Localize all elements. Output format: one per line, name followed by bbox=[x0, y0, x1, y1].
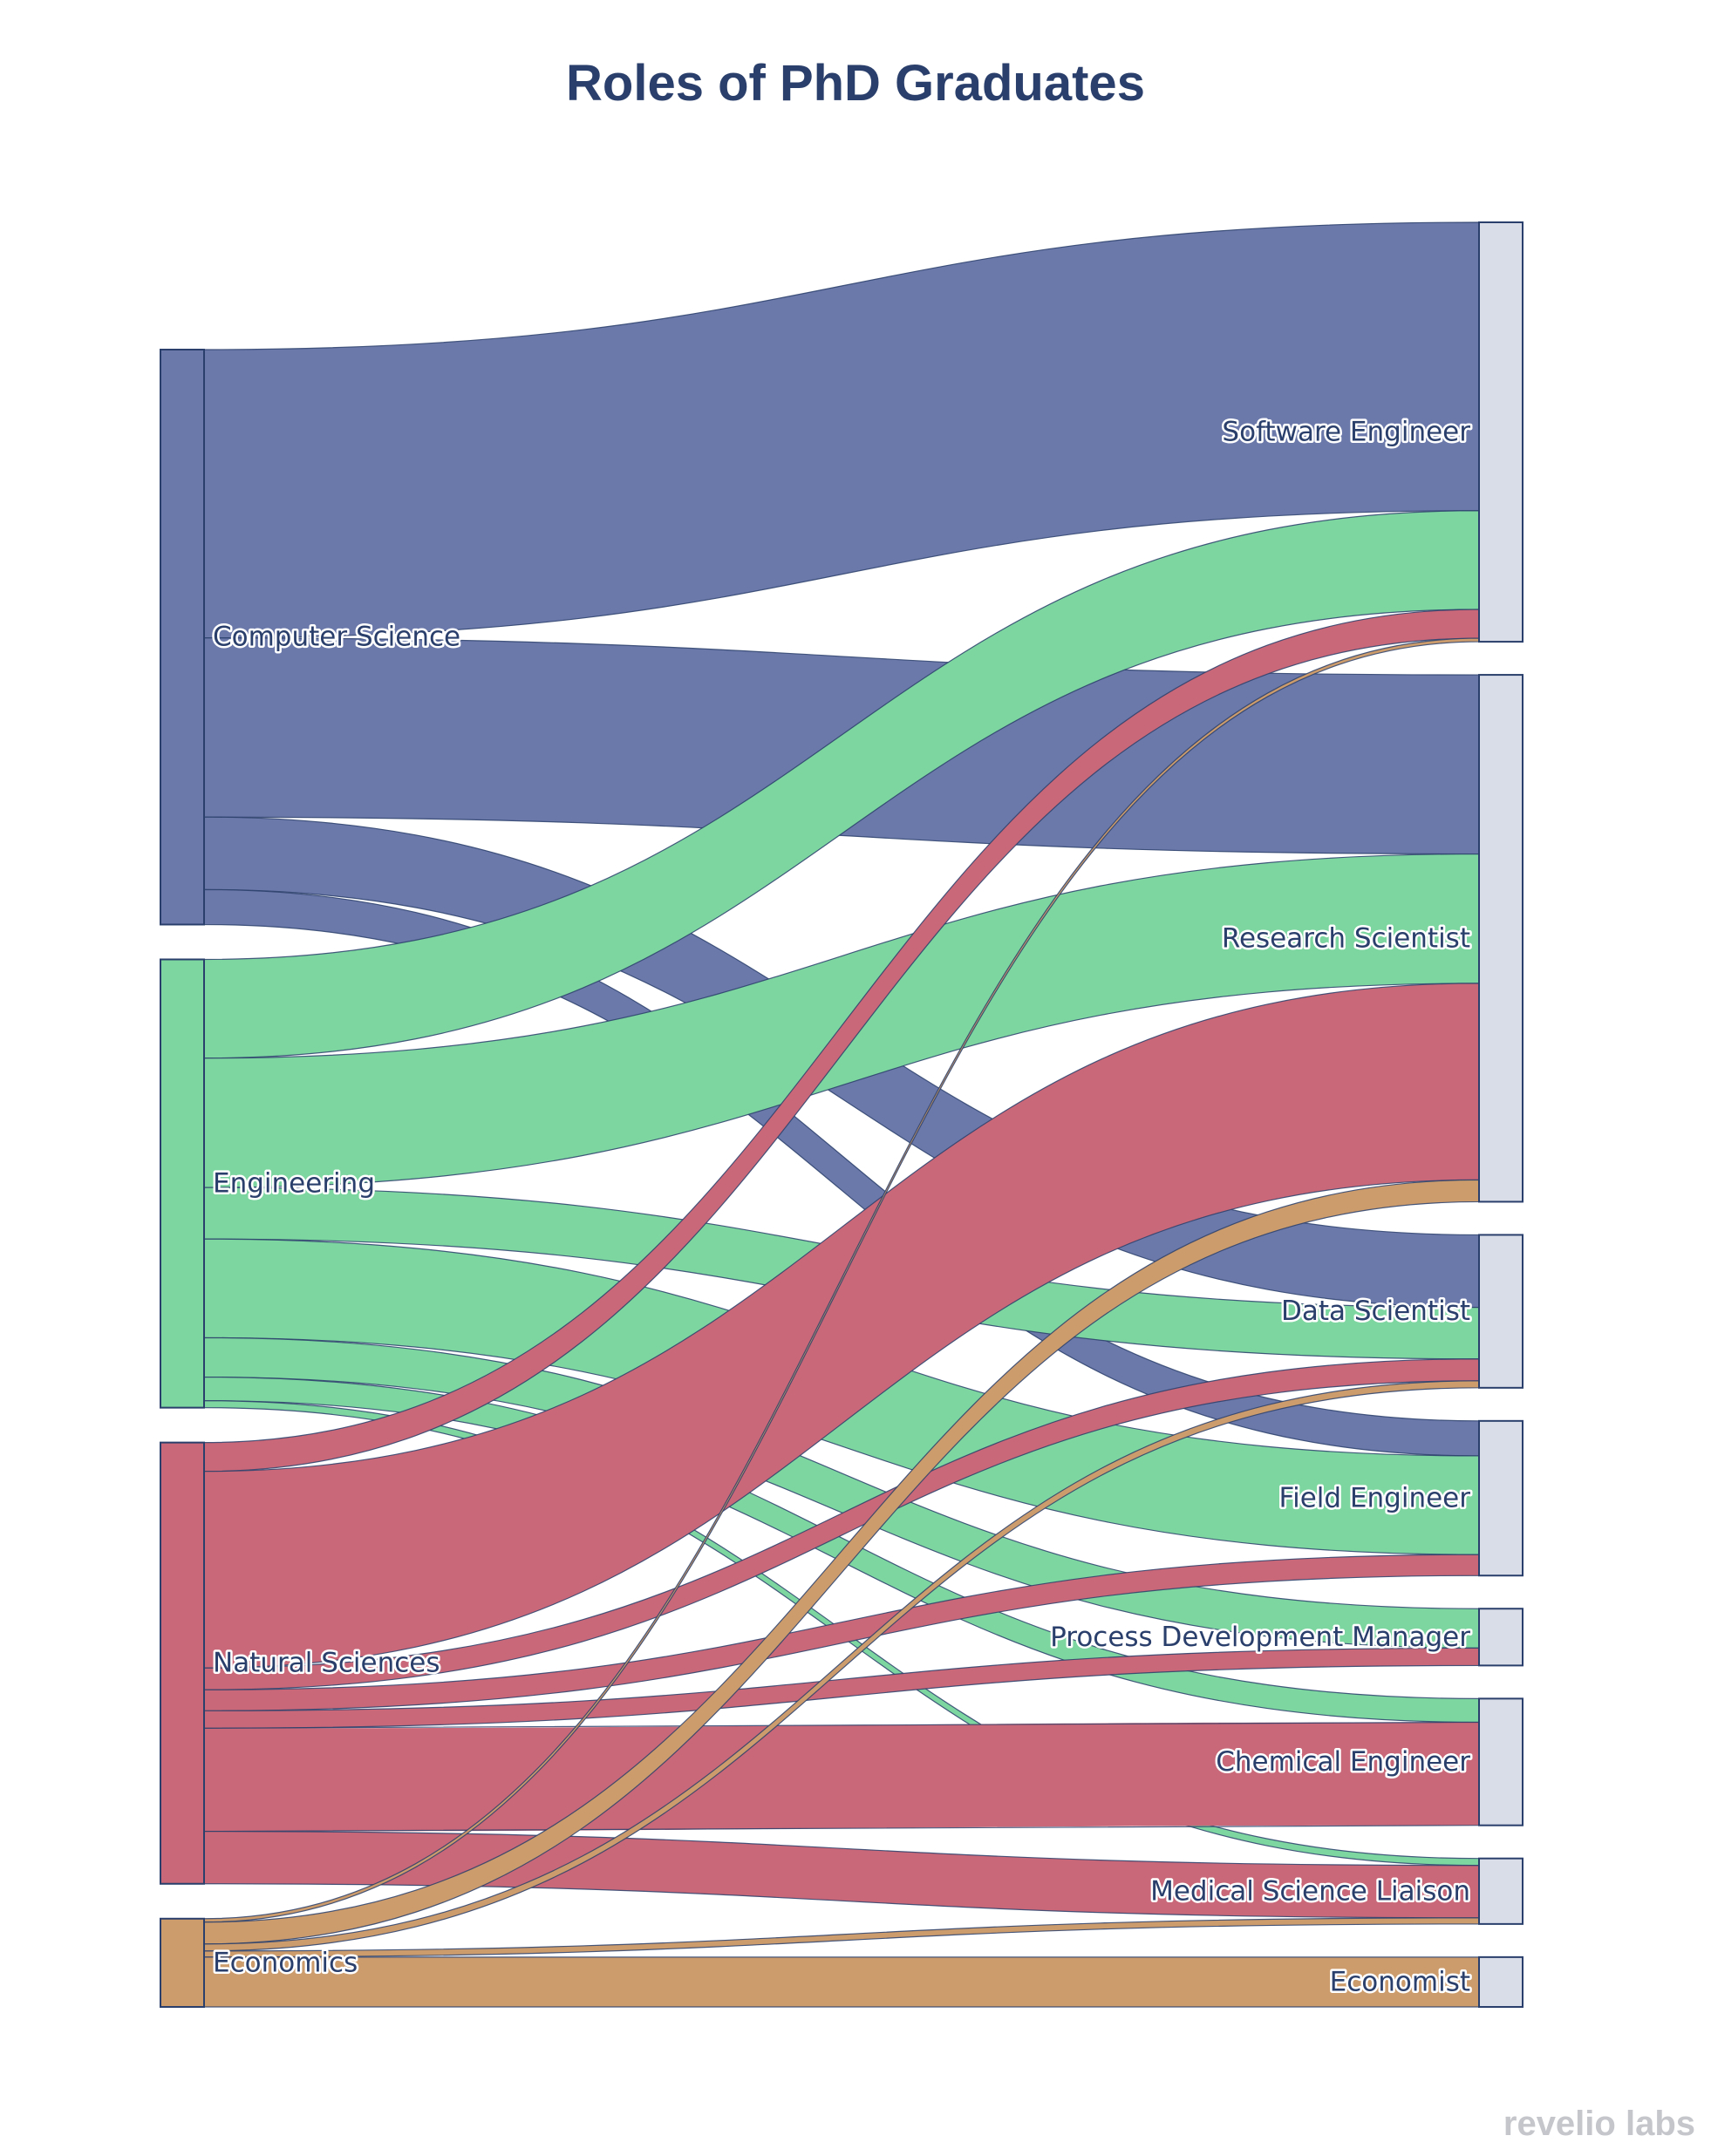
node-label-economics: Economics bbox=[213, 1947, 358, 1978]
links-layer bbox=[203, 221, 1480, 2008]
chart-title: Roles of PhD Graduates bbox=[566, 55, 1145, 112]
node-label-computer-science: Computer Science bbox=[213, 622, 460, 653]
node-medical-science-liaison bbox=[1478, 1857, 1524, 1925]
link-economics-to-medical-science-liaison bbox=[203, 1917, 1480, 1958]
node-label-natural-sciences: Natural Sciences bbox=[213, 1648, 440, 1679]
node-natural-sciences bbox=[160, 1441, 205, 1885]
node-research-scientist bbox=[1478, 674, 1524, 1203]
node-label-research-scientist: Research Scientist bbox=[1222, 922, 1470, 954]
node-label-medical-science-liaison: Medical Science Liaison bbox=[1150, 1875, 1470, 1907]
nodes-layer bbox=[160, 221, 1524, 2009]
node-label-process-development-manager: Process Development Manager bbox=[1050, 1622, 1470, 1653]
revelio-labs-logo: revelio labs bbox=[1503, 2105, 1695, 2143]
node-label-field-engineer: Field Engineer bbox=[1279, 1483, 1471, 1514]
node-label-economist: Economist bbox=[1330, 1966, 1470, 1997]
node-engineering bbox=[160, 958, 205, 1409]
link-economics-to-economist bbox=[203, 1956, 1480, 2008]
node-data-scientist bbox=[1478, 1234, 1524, 1389]
node-label-chemical-engineer: Chemical Engineer bbox=[1216, 1746, 1470, 1778]
node-process-development-manager bbox=[1478, 1608, 1524, 1667]
node-software-engineer bbox=[1478, 221, 1524, 643]
labels-layer: Computer Science Engineering Natural Scien… bbox=[211, 414, 1473, 2000]
node-chemical-engineer bbox=[1478, 1697, 1524, 1826]
node-label-software-engineer: Software Engineer bbox=[1222, 417, 1470, 448]
node-computer-science bbox=[160, 349, 205, 926]
node-economics bbox=[160, 1917, 205, 2009]
node-economist bbox=[1478, 1955, 1524, 2008]
node-label-data-scientist: Data Scientist bbox=[1281, 1296, 1470, 1327]
node-field-engineer bbox=[1478, 1419, 1524, 1577]
node-label-engineering: Engineering bbox=[213, 1168, 375, 1200]
